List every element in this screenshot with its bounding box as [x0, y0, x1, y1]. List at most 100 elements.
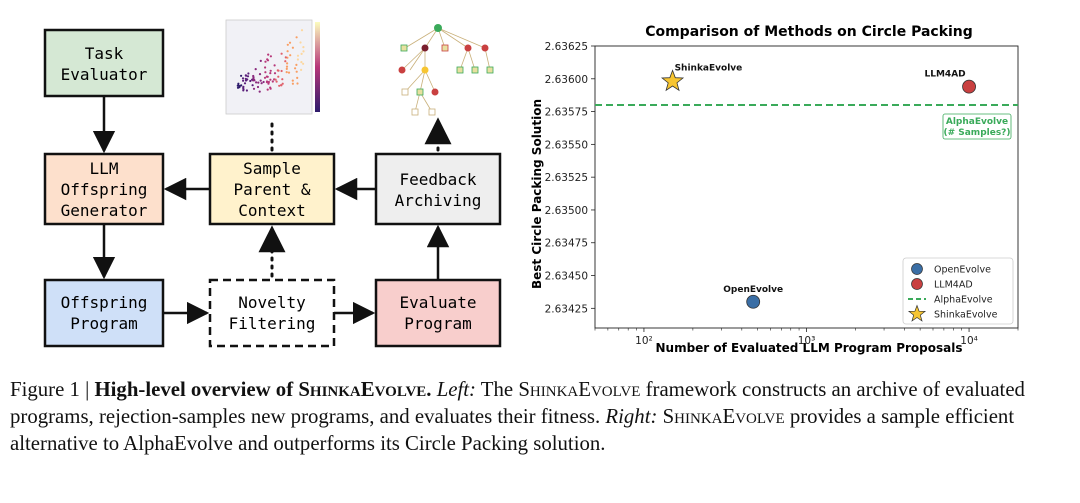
chart-ylabel: Best Circle Packing Solution	[530, 99, 544, 289]
llm4ad-point	[962, 79, 976, 94]
mini-scatter-dot	[291, 82, 294, 85]
sample-parent-line2: Parent &	[233, 180, 310, 199]
mini-scatter-dot	[264, 71, 267, 74]
task-evaluator-line1: Task	[85, 44, 124, 63]
mini-scatter-dot	[265, 81, 269, 84]
task-evaluator-line2: Evaluator	[61, 65, 148, 84]
feedback-archiving-box: Feedback Archiving	[374, 152, 502, 226]
mini-scatter-dot	[237, 82, 240, 85]
mini-scatter-dot	[269, 78, 272, 81]
y-tick-label: 2.63600	[545, 74, 588, 86]
mini-scatter-dot	[300, 29, 304, 32]
mini-scatter-dot	[284, 56, 287, 59]
llm-generator-box: LLM Offspring Generator	[43, 152, 165, 226]
mini-scatter-dot	[286, 62, 289, 65]
chart-marks: AlphaEvolve (# Samples?) ShinkaEvolve LLM4A…	[595, 63, 1018, 309]
feedback-line1: Feedback	[399, 170, 476, 189]
caption-text-2: framework constructs an archive of evalu…	[10, 378, 1025, 428]
alphaevolve-annotation-text: (# Samples?)	[943, 128, 1010, 138]
caption-text-4: provides a sample efficient alternative …	[10, 405, 1015, 455]
caption-title-text: High-level overview of	[94, 378, 299, 401]
llm-generator-line1: LLM	[90, 159, 119, 178]
mini-scatter-dot	[291, 79, 294, 82]
mini-scatter-dot	[295, 70, 298, 73]
caption-name-2: ShinkaEvolve	[662, 405, 785, 428]
mini-scatter-dot	[296, 82, 299, 85]
mini-scatter-dot	[245, 89, 248, 92]
mini-scatter-dot	[281, 82, 284, 85]
mini-scatter-dot	[273, 72, 277, 75]
legend-label-alphaevolve: AlphaEvolve	[934, 295, 993, 306]
mini-scatter-dot	[258, 90, 261, 93]
mini-scatter-thumbnail	[225, 19, 320, 115]
offspring-program-box: Offspring Program	[43, 278, 165, 348]
circle-packing-chart: 2.63425 2.63450 2.63475 2.63500 2.63525 2.635…	[530, 24, 1019, 355]
chart-legend: OpenEvolve LLM4AD AlphaEvolve ShinkaEvolve	[902, 257, 1014, 325]
mini-scatter-dot	[255, 81, 258, 84]
mini-scatter-dot	[300, 61, 303, 64]
mini-scatter-dot	[286, 43, 289, 46]
mini-scatter-dot	[249, 79, 252, 83]
sample-parent-box: Sample Parent & Context	[208, 152, 336, 226]
overview-diagram: Task Evaluator LLM Offspring Generator S…	[43, 19, 502, 348]
shinkaevolve-label: ShinkaEvolve	[675, 63, 743, 73]
mini-scatter-dot	[277, 75, 280, 78]
mini-scatter-dot	[242, 88, 245, 91]
offspring-program-line2: Program	[70, 314, 137, 333]
mini-scatter-dot	[252, 87, 256, 90]
caption-name-1: ShinkaEvolve	[518, 378, 641, 401]
mini-scatter-dot	[251, 84, 254, 87]
mini-scatter-dot	[280, 69, 283, 73]
legend-symbol-openevolve	[911, 263, 923, 275]
mini-scatter-dot	[260, 82, 263, 85]
mini-scatter-dot	[264, 60, 267, 63]
mini-scatter-dot	[242, 79, 245, 82]
figure-caption: Figure 1 | High-level overview of Shinka…	[10, 376, 1072, 457]
mini-scatter-dot	[285, 65, 289, 68]
mini-scatter-dot	[296, 76, 299, 79]
openevolve-label: OpenEvolve	[723, 285, 783, 295]
mini-scatter-dot	[266, 88, 269, 91]
x-tick-label: 10⁴	[960, 335, 978, 347]
mini-scatter-dot	[277, 69, 280, 72]
x-tick-label: 10²	[635, 335, 653, 347]
mini-scatter-dot	[259, 79, 262, 82]
mini-scatter-dot	[269, 86, 272, 89]
legend-label-shinkaevolve: ShinkaEvolve	[934, 310, 998, 321]
evaluate-program-line1: Evaluate	[399, 293, 476, 312]
mini-scatter-dot	[302, 46, 305, 49]
mini-scatter-dot	[284, 60, 287, 63]
mini-scatter-dot	[295, 63, 298, 66]
legend-symbol-llm4ad	[911, 278, 923, 290]
mini-scatter-dot	[281, 78, 284, 81]
y-tick-label: 2.63500	[545, 205, 588, 217]
mini-scatter-dot	[286, 50, 289, 53]
mini-scatter-dot	[265, 75, 268, 78]
legend-box	[902, 257, 1014, 325]
mini-tree-thumbnail	[398, 24, 494, 116]
mini-scatter-dot	[247, 72, 250, 75]
mini-scatter-dot	[285, 67, 288, 70]
mini-scatter-dot	[273, 64, 276, 67]
sample-parent-line3: Context	[238, 201, 305, 220]
mini-scatter-dot	[240, 74, 243, 77]
y-tick-label: 2.63525	[545, 172, 588, 184]
mini-scatter-dot	[242, 85, 245, 88]
y-tick-label: 2.63450	[545, 271, 588, 283]
evaluate-program-box: Evaluate Program	[374, 278, 502, 348]
openevolve-point	[746, 294, 761, 309]
mini-scatter-dot	[245, 74, 248, 77]
novelty-line2: Filtering	[229, 314, 316, 333]
y-tick-label: 2.63625	[545, 41, 588, 53]
llm4ad-label: LLM4AD	[925, 70, 966, 80]
shinkaevolve-point	[661, 69, 685, 92]
caption-title-end: .	[426, 378, 432, 401]
mini-scatter-dot	[267, 80, 270, 84]
llm-generator-line2: Offspring	[61, 180, 148, 199]
mini-scatter-dot	[269, 69, 272, 72]
mini-scatter-dot	[253, 79, 256, 82]
mini-scatter-dot	[271, 80, 274, 83]
mini-scatter-dot	[285, 71, 288, 74]
mini-scatter-dot	[299, 41, 302, 44]
mini-scatter-dot	[296, 58, 299, 61]
